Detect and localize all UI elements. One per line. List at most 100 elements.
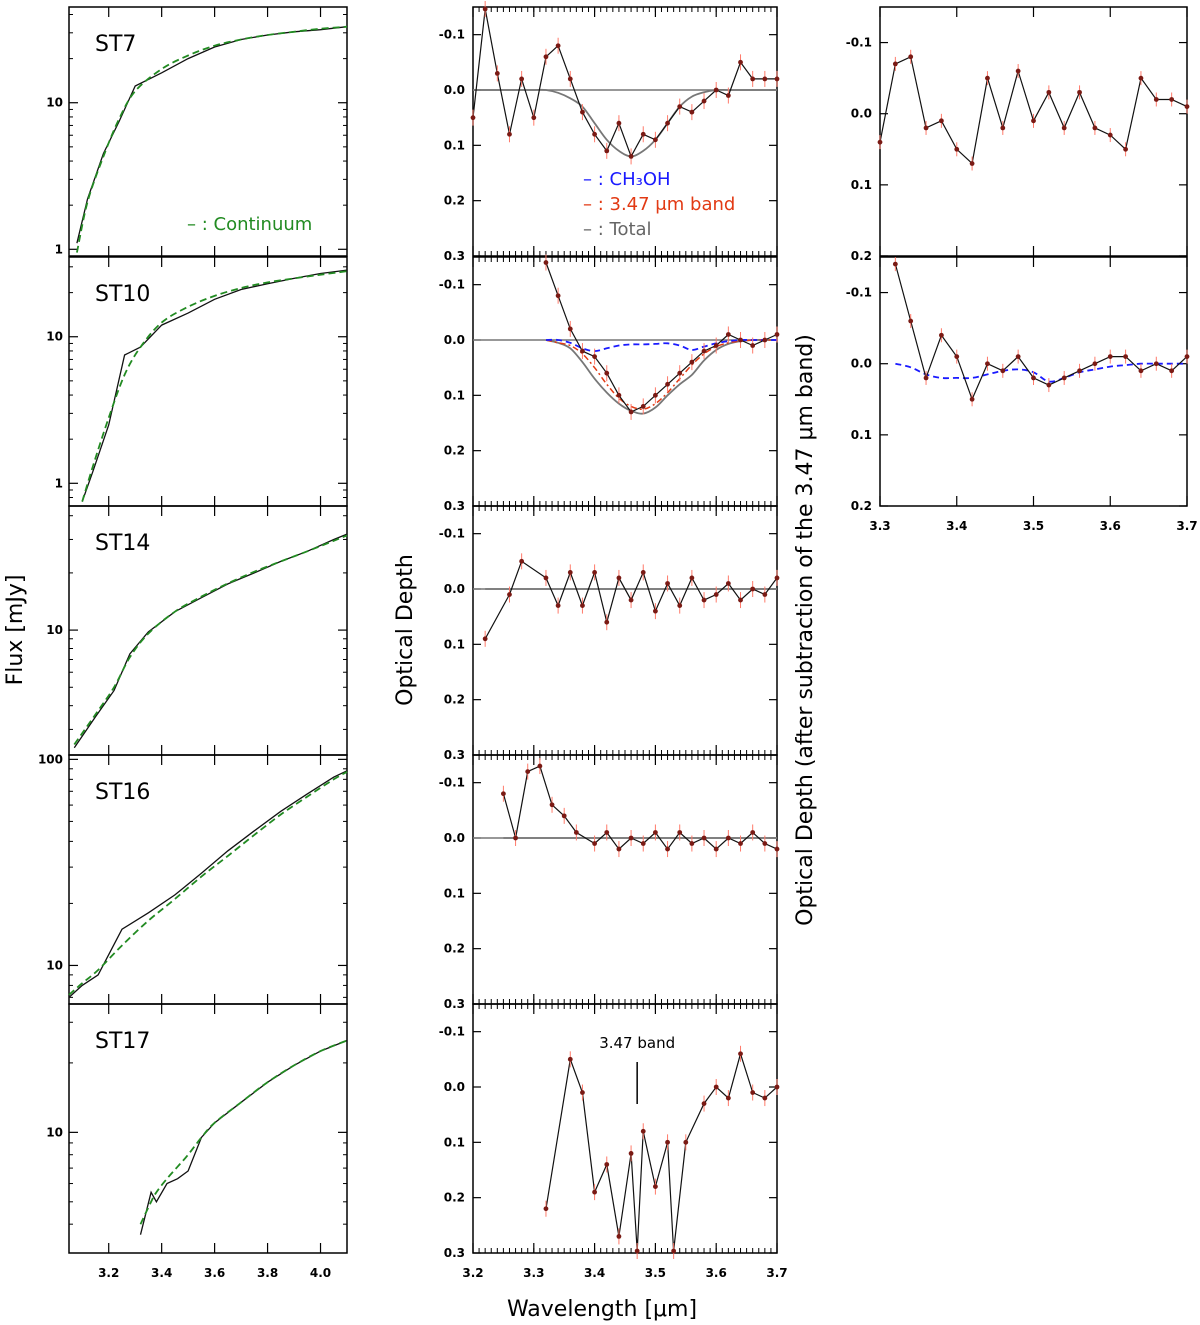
tau-st7-data-point [738,59,743,65]
tau-st17-data-point [543,1206,549,1212]
tau-st17-data-point [701,1101,707,1106]
tau-st17-annotation-label: 3.47 band [599,1034,675,1052]
tau-st17-data-point [725,1095,731,1101]
tau-st7-data-point [616,120,622,126]
tau-st14-frame [472,505,778,756]
tau-st10-band-line [545,339,777,411]
tau-st7-data-point [701,98,707,104]
tau-st17-data-point [713,1084,719,1090]
residual-st7-data-point [892,61,898,67]
tau-st17-xtick-label: 3.2 [462,1266,483,1280]
tau-st14-data-point [592,570,597,575]
tau-st10-data-point [738,337,743,343]
tau-st16-data-point [762,841,768,846]
tau-st10-ytick-label: -0.1 [439,278,465,292]
flux-legend-continuum: – : Continuum [187,214,312,235]
tau-st17-tau-line [545,1051,778,1252]
tau-st7-data-point [531,115,537,121]
tau-st16-data-point [592,841,597,846]
tau-st10-data-point [640,404,646,409]
flux-st16-panel-label: ST16 [95,780,150,805]
tau-st14-ytick-label: 0.3 [444,748,465,762]
residual-st10-data-point [1153,361,1159,367]
tau-st17-xtick-label: 3.5 [645,1266,666,1280]
tau-legend-item-0: – : CH₃OH [583,169,671,190]
residual-st10-ytick-label: 0.0 [851,357,872,371]
flux-st7-flux-line [76,26,348,244]
tau-st17-xtick-label: 3.6 [706,1266,727,1280]
flux-st7-ytick-label: 1 [55,242,63,256]
residual-st10-data-point [1061,375,1067,381]
flux-st16-continuum-line [68,771,348,996]
tau-st14-data-point [604,619,610,625]
tau-st10-data-point [567,326,573,332]
flux-st10-flux-line [81,269,348,502]
tau-st7-data-point [677,104,683,109]
tau-st17-data-point [653,1184,658,1189]
tau-st16-data-point [653,830,658,835]
residual-st7-data-point [908,54,914,60]
tau-st14-data-point [738,597,743,603]
tau-st10-data-point [580,348,585,354]
tau-st17-data-point [634,1248,640,1254]
flux-st7-panel-label: ST7 [95,32,136,57]
tau-st10-ytick-label: 0.0 [444,333,465,347]
residual-st7-data-point [1015,68,1021,74]
tau-st10-data-point [713,343,719,348]
tau-st7-data-point [482,6,488,12]
tau-st16-ytick-label: 0.2 [444,942,465,956]
flux-st10-ytick-label: 1 [55,476,63,490]
tau-st14-ytick-label: 0.2 [444,693,465,707]
tau-st16-data-point [525,769,531,774]
tau-st16-data-point [689,841,695,846]
residual-st10-data-point [1184,354,1190,359]
tau-st7-ytick-label: 0.1 [444,138,465,152]
residual-st7-data-point [1092,125,1098,131]
tau-st7-ytick-label: -0.1 [439,28,465,42]
tau-legend-item-1: – : 3.47 μm band [583,194,735,215]
residual-st7-data-point [985,75,990,81]
tau-st7-data-point [592,131,597,137]
tau-st17-ytick-label: 0.0 [444,1080,465,1094]
flux-st10-ytick-label: 10 [46,330,63,344]
tau-st16-data-point [750,830,756,835]
residual-st10-data-point [1031,375,1036,381]
tau-st16-data-point [561,813,567,819]
tau-st17-data-point [750,1090,756,1095]
tau-st17-xtick-label: 3.7 [766,1266,787,1280]
flux-st14-continuum-line [73,534,348,746]
residual-st10-xtick-label: 3.3 [869,519,890,533]
tau-st7-data-point [725,93,731,98]
tau-st17-ytick-label: 0.3 [444,1246,465,1260]
tau-st7-data-point [689,109,695,115]
tau-st16-data-point [628,835,634,841]
tau-st14-data-point [543,575,549,581]
residual-st10-data-point [1138,368,1144,374]
tau-st10-ytick-label: 0.2 [444,444,465,458]
tau-st14-data-point [677,603,683,608]
residual-st10-ytick-label: 0.1 [851,428,872,442]
tau-st16-ytick-label: 0.0 [444,831,465,845]
residual-st7-data-point [923,125,929,131]
tau-st10-data-point [677,370,683,376]
tau-st14-data-point [750,586,756,592]
tau-st14-data-point [616,575,622,581]
residual-st7-data-point [969,161,975,166]
residual-st10-data-point [1077,368,1082,374]
tau-st10-data-point [604,370,610,376]
tau-st7-tau-line [472,8,777,158]
tau-st17-data-point [580,1090,585,1095]
residual-st10-xtick-label: 3.7 [1176,519,1197,533]
tau-st16-ytick-label: -0.1 [439,776,465,790]
tau-st16-data-point [774,846,780,852]
residual-st10-data-point [1169,368,1175,374]
residual-st7-data-point [1138,75,1144,81]
residual-st10-tau-line [894,263,1188,401]
flux-st14-panel-label: ST14 [95,531,150,556]
plot-area: 1 10 ST7 – : Continuum 1 10 ST10 10 ST14 10 100 ST1… [38,1,1198,1280]
tau-st10-data-point [774,332,780,337]
residual-st10-data-point [969,396,975,402]
tau-st17-ytick-label: 0.1 [444,1135,465,1149]
flux-st16-ytick-label: 100 [38,752,63,766]
tau-st7-data-point [665,120,670,126]
